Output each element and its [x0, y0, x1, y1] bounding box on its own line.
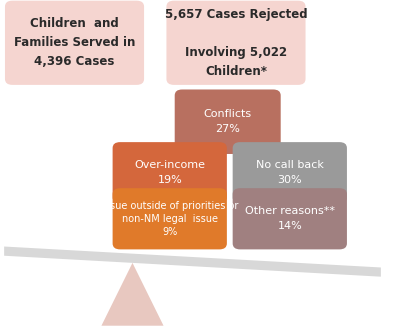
- Text: Conflicts
27%: Conflicts 27%: [203, 109, 251, 134]
- Text: 5,657 Cases Rejected

Involving 5,022
Children*: 5,657 Cases Rejected Involving 5,022 Chi…: [164, 8, 306, 78]
- FancyBboxPatch shape: [232, 142, 346, 203]
- FancyBboxPatch shape: [166, 1, 305, 85]
- FancyBboxPatch shape: [112, 188, 226, 249]
- Text: Over-income
19%: Over-income 19%: [134, 160, 205, 185]
- Text: Children  and
Families Served in
4,396 Cases: Children and Families Served in 4,396 Ca…: [14, 17, 135, 68]
- Text: No call back
30%: No call back 30%: [255, 160, 323, 185]
- Text: Issue outside of priorities or
non-NM legal  issue
9%: Issue outside of priorities or non-NM le…: [101, 201, 237, 237]
- FancyBboxPatch shape: [112, 142, 226, 203]
- Polygon shape: [101, 263, 163, 326]
- Polygon shape: [4, 246, 380, 277]
- Text: Other reasons**
14%: Other reasons** 14%: [244, 206, 334, 231]
- FancyBboxPatch shape: [174, 89, 280, 154]
- FancyBboxPatch shape: [232, 188, 346, 249]
- FancyBboxPatch shape: [5, 1, 144, 85]
